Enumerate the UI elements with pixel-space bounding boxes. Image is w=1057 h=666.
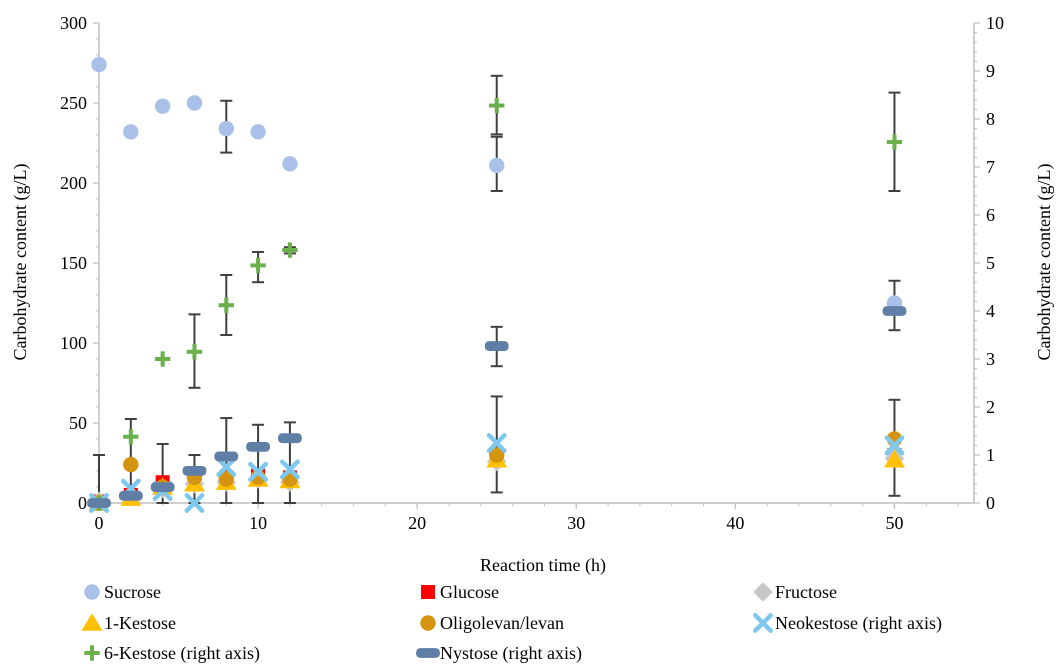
data-point xyxy=(278,433,302,444)
legend-marker xyxy=(420,615,436,631)
x-axis-label: Reaction time (h) xyxy=(480,555,606,576)
y-tick-label-left: 300 xyxy=(60,13,87,33)
legend-item: 6-Kestose (right axis) xyxy=(84,643,260,664)
series-nystose-right-axis xyxy=(87,306,907,508)
data-point xyxy=(883,450,905,468)
x-marker-stroke xyxy=(184,493,205,513)
x-marker-stroke xyxy=(248,461,269,482)
data-point xyxy=(486,433,507,453)
data-point xyxy=(246,441,270,452)
legend-marker xyxy=(81,613,103,631)
legend-label: Nystose (right axis) xyxy=(440,643,582,664)
data-point xyxy=(489,97,505,114)
x-marker-stroke xyxy=(279,459,300,480)
legend: Sucrose Glucose Fructose 1-Kestose Oligoleva… xyxy=(81,582,942,664)
y-axis-label-left: Carbohydrate content (g/L) xyxy=(10,164,31,361)
data-point xyxy=(248,461,269,482)
error-bar xyxy=(252,423,265,504)
y-tick-label-right: 5 xyxy=(986,253,995,273)
legend-marker xyxy=(84,645,100,661)
data-point xyxy=(118,490,143,501)
data-point xyxy=(282,156,298,172)
data-point xyxy=(87,498,111,508)
y-tick-label-left: 150 xyxy=(60,253,87,273)
legend-marker xyxy=(416,648,440,658)
y-tick-label-left: 200 xyxy=(60,173,87,193)
y-tick-label-right: 4 xyxy=(986,301,995,321)
data-point xyxy=(184,493,205,513)
legend-label: 6-Kestose (right axis) xyxy=(104,643,260,664)
data-point xyxy=(123,456,139,473)
legend-label: Neokestose (right axis) xyxy=(775,613,942,634)
data-point xyxy=(123,124,139,140)
y-tick-label-right: 2 xyxy=(986,397,995,417)
x-tick-label: 10 xyxy=(249,513,267,533)
x-tick-label: 20 xyxy=(408,513,426,533)
y-tick-label-right: 1 xyxy=(986,445,995,465)
legend-label: Fructose xyxy=(775,582,837,602)
data-point xyxy=(186,95,203,111)
y-tick-label-right: 0 xyxy=(986,493,995,513)
data-point xyxy=(214,451,239,462)
data-point xyxy=(218,471,234,487)
data-point xyxy=(150,482,175,493)
y-tick-label-right: 6 xyxy=(986,205,995,225)
data-point xyxy=(218,297,234,313)
legend-marker xyxy=(84,584,100,600)
legend-marker xyxy=(421,585,435,599)
legend-item: Sucrose xyxy=(84,582,161,602)
x-tick-label: 0 xyxy=(95,513,104,533)
data-point xyxy=(489,447,505,463)
data-point xyxy=(250,257,266,274)
legend-item: Neokestose (right axis) xyxy=(753,613,942,634)
data-point xyxy=(484,341,509,351)
y-tick-label-left: 0 xyxy=(78,493,87,513)
data-point xyxy=(250,124,266,140)
y-tick-label-left: 250 xyxy=(60,93,87,113)
data-point xyxy=(154,98,171,114)
y-tick-label-right: 7 xyxy=(986,157,995,177)
x-tick-label: 50 xyxy=(885,513,903,533)
y-tick-label-left: 50 xyxy=(69,413,87,433)
legend-item: Glucose xyxy=(421,582,499,602)
x-marker-stroke xyxy=(753,613,773,633)
x-marker-stroke xyxy=(486,433,507,453)
legend-label: Oligolevan/levan xyxy=(440,613,564,633)
data-point xyxy=(884,435,905,456)
y-tick-label-right: 3 xyxy=(986,349,995,369)
data-point xyxy=(154,351,171,367)
data-marks xyxy=(87,56,907,513)
axes: 0 10 20 30 40 50 0 50 100 150 200 250 300 0 1 2 3 4 5 6 7 8 9 1… xyxy=(60,13,1004,533)
legend-marker xyxy=(753,613,773,633)
x-tick-label: 30 xyxy=(567,513,585,533)
legend-item: 1-Kestose xyxy=(81,613,176,633)
y-tick-label-right: 10 xyxy=(986,13,1004,33)
legend-label: 1-Kestose xyxy=(104,613,176,633)
data-point xyxy=(489,157,505,174)
data-point xyxy=(882,306,907,316)
y-axis-label-right: Carbohydrate content (g/L) xyxy=(1034,164,1055,361)
y-tick-label-right: 8 xyxy=(986,109,995,129)
data-point xyxy=(279,459,300,480)
data-point xyxy=(182,465,207,476)
y-tick-label-right: 9 xyxy=(986,61,995,81)
data-point xyxy=(186,344,203,360)
data-point xyxy=(216,457,237,477)
legend-marker xyxy=(753,582,773,602)
data-point xyxy=(218,120,234,137)
legend-item: Fructose xyxy=(753,582,837,602)
legend-label: Glucose xyxy=(440,582,499,602)
legend-item: Oligolevan/levan xyxy=(420,613,564,633)
data-point xyxy=(886,134,903,150)
legend-item: Nystose (right axis) xyxy=(416,643,582,664)
x-tick-label: 40 xyxy=(726,513,744,533)
legend-label: Sucrose xyxy=(104,582,161,602)
data-point xyxy=(91,56,107,73)
x-marker-stroke xyxy=(884,435,905,456)
y-tick-label-left: 100 xyxy=(60,333,87,353)
data-point xyxy=(123,429,139,445)
data-point xyxy=(282,242,298,258)
x-marker-stroke xyxy=(216,457,237,477)
